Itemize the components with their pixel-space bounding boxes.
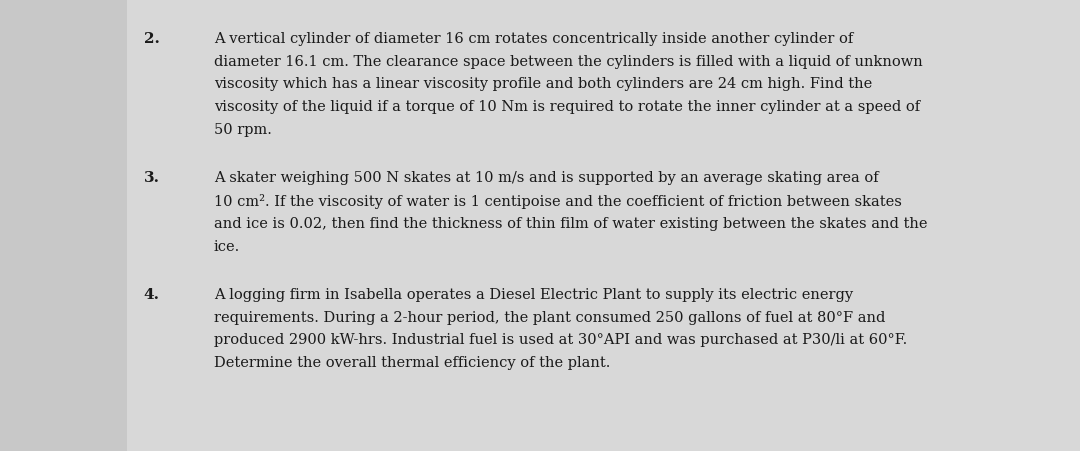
Text: 50 rpm.: 50 rpm. xyxy=(214,123,272,137)
Text: 10 cm². If the viscosity of water is 1 centipoise and the coefficient of frictio: 10 cm². If the viscosity of water is 1 c… xyxy=(214,193,902,208)
Bar xyxy=(0,0,127,451)
Text: viscosity of the liquid if a torque of 10 Nm is required to rotate the inner cyl: viscosity of the liquid if a torque of 1… xyxy=(214,100,920,114)
Text: requirements. During a 2-hour period, the plant consumed 250 gallons of fuel at : requirements. During a 2-hour period, th… xyxy=(214,310,886,324)
Text: produced 2900 kW-hrs. Industrial fuel is used at 30°API and was purchased at P30: produced 2900 kW-hrs. Industrial fuel is… xyxy=(214,333,907,347)
Text: 4.: 4. xyxy=(144,287,160,301)
Text: and ice is 0.02, then find the thickness of thin film of water existing between : and ice is 0.02, then find the thickness… xyxy=(214,216,928,230)
Text: A vertical cylinder of diameter 16 cm rotates concentrically inside another cyli: A vertical cylinder of diameter 16 cm ro… xyxy=(214,32,853,46)
Text: viscosity which has a linear viscosity profile and both cylinders are 24 cm high: viscosity which has a linear viscosity p… xyxy=(214,77,872,91)
Text: A skater weighing 500 N skates at 10 m/s and is supported by an average skating : A skater weighing 500 N skates at 10 m/s… xyxy=(214,171,878,184)
Text: 2.: 2. xyxy=(144,32,160,46)
Text: 3.: 3. xyxy=(144,171,160,184)
Text: diameter 16.1 cm. The clearance space between the cylinders is filled with a liq: diameter 16.1 cm. The clearance space be… xyxy=(214,55,922,69)
Text: A logging firm in Isabella operates a Diesel Electric Plant to supply its electr: A logging firm in Isabella operates a Di… xyxy=(214,287,853,301)
Text: Determine the overall thermal efficiency of the plant.: Determine the overall thermal efficiency… xyxy=(214,355,610,369)
Text: ice.: ice. xyxy=(214,239,240,253)
